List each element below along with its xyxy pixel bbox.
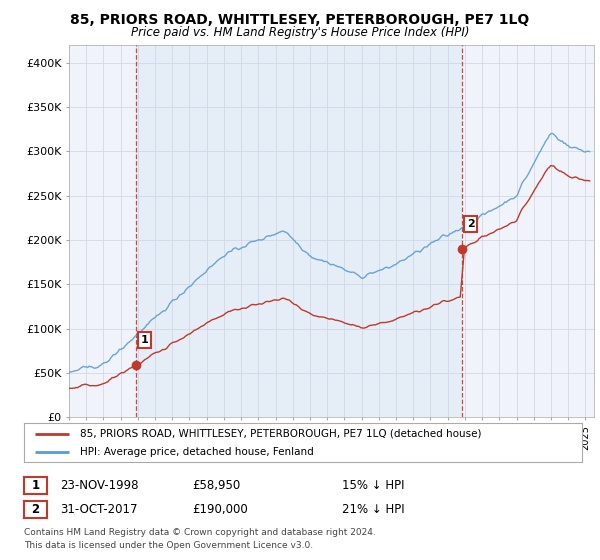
Text: 2: 2 xyxy=(31,503,40,516)
Text: 31-OCT-2017: 31-OCT-2017 xyxy=(60,503,137,516)
Bar xyxy=(136,45,462,417)
Text: 1: 1 xyxy=(31,479,40,492)
Text: 2: 2 xyxy=(467,219,475,229)
Text: £190,000: £190,000 xyxy=(192,503,248,516)
Text: Contains HM Land Registry data © Crown copyright and database right 2024.: Contains HM Land Registry data © Crown c… xyxy=(24,529,376,538)
Text: HPI: Average price, detached house, Fenland: HPI: Average price, detached house, Fenl… xyxy=(80,447,314,457)
Text: Price paid vs. HM Land Registry's House Price Index (HPI): Price paid vs. HM Land Registry's House … xyxy=(131,26,469,39)
Text: 21% ↓ HPI: 21% ↓ HPI xyxy=(342,503,404,516)
Text: £58,950: £58,950 xyxy=(192,479,240,492)
Text: 1: 1 xyxy=(141,335,149,345)
Text: 23-NOV-1998: 23-NOV-1998 xyxy=(60,479,139,492)
Text: 85, PRIORS ROAD, WHITTLESEY, PETERBOROUGH, PE7 1LQ (detached house): 85, PRIORS ROAD, WHITTLESEY, PETERBOROUG… xyxy=(80,429,481,439)
Text: 15% ↓ HPI: 15% ↓ HPI xyxy=(342,479,404,492)
Text: 85, PRIORS ROAD, WHITTLESEY, PETERBOROUGH, PE7 1LQ: 85, PRIORS ROAD, WHITTLESEY, PETERBOROUG… xyxy=(70,13,530,27)
Text: This data is licensed under the Open Government Licence v3.0.: This data is licensed under the Open Gov… xyxy=(24,541,313,550)
